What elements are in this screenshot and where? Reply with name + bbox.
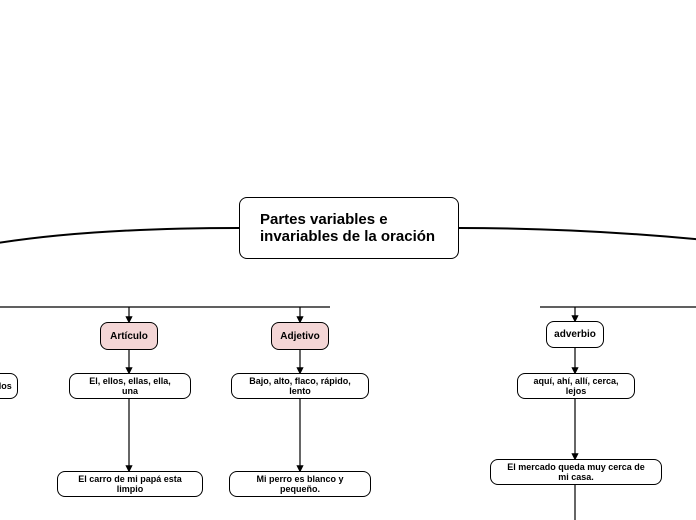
node-left-frag[interactable]: llos xyxy=(0,373,18,399)
node-label: Adjetivo xyxy=(280,331,319,342)
node-label: El carro de mi papá esta limpio xyxy=(68,474,192,494)
node-adj-ej2[interactable]: Mi perro es blanco y pequeño. xyxy=(229,471,371,497)
node-label: aquí, ahí, allí, cerca, lejos xyxy=(528,376,624,396)
root-node[interactable]: Partes variables e invariables de la ora… xyxy=(239,197,459,259)
node-label: Bajo, alto, flaco, rápido, lento xyxy=(242,376,358,396)
node-adjetivo[interactable]: Adjetivo xyxy=(271,322,329,350)
node-label: El mercado queda muy cerca de mi casa. xyxy=(501,462,651,482)
node-label: Mi perro es blanco y pequeño. xyxy=(240,474,360,494)
node-articulo[interactable]: Artículo xyxy=(100,322,158,350)
node-adverbio[interactable]: adverbio xyxy=(546,321,604,348)
edges-layer xyxy=(0,0,696,520)
node-label: adverbio xyxy=(554,329,596,340)
node-art-ej2[interactable]: El carro de mi papá esta limpio xyxy=(57,471,203,497)
root-label: Partes variables e invariables de la ora… xyxy=(260,211,438,245)
node-adv-ej2[interactable]: El mercado queda muy cerca de mi casa. xyxy=(490,459,662,485)
node-adj-ej1[interactable]: Bajo, alto, flaco, rápido, lento xyxy=(231,373,369,399)
node-label: llos xyxy=(0,381,12,391)
node-label: Artículo xyxy=(110,331,148,342)
node-art-ej1[interactable]: El, ellos, ellas, ella, una xyxy=(69,373,191,399)
node-label: El, ellos, ellas, ella, una xyxy=(80,376,180,396)
node-adv-ej1[interactable]: aquí, ahí, allí, cerca, lejos xyxy=(517,373,635,399)
